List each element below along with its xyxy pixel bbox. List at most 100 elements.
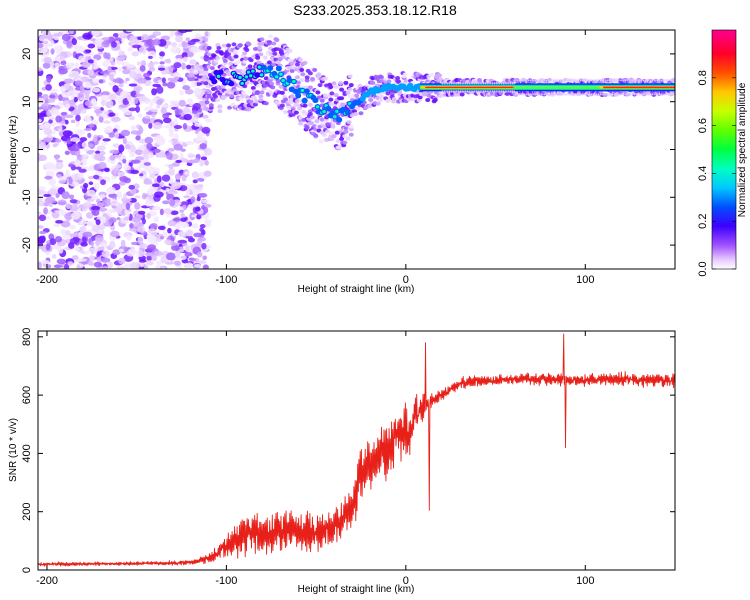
- band-fringe: [587, 79, 589, 82]
- signal-halo: [227, 105, 233, 110]
- signal-halo: [289, 69, 295, 74]
- noise-blob: [47, 115, 56, 121]
- noise-blob: [125, 30, 136, 33]
- noise-blob: [64, 238, 72, 244]
- band-fringe: [615, 79, 618, 82]
- noise-blob: [187, 237, 196, 243]
- noise-blob: [92, 65, 99, 70]
- band-fringe: [613, 93, 616, 96]
- band-fringe: [443, 90, 445, 93]
- spectrogram-x-tick-label: 0: [403, 274, 409, 286]
- signal-peak: [238, 75, 242, 80]
- noise-blob: [103, 120, 111, 124]
- signal-halo: [347, 87, 353, 92]
- noise-blob: [117, 67, 123, 72]
- noise-blob: [195, 137, 201, 144]
- colorbar-tick-label: 0.2: [697, 214, 709, 229]
- signal-halo: [241, 90, 247, 95]
- signal-halo: [296, 80, 302, 85]
- noise-blob: [95, 239, 101, 246]
- band-fringe: [465, 82, 467, 85]
- band-fringe: [558, 93, 560, 96]
- noise-blob: [120, 129, 131, 137]
- noise-blob: [196, 240, 202, 248]
- snr-x-tick-label: -100: [215, 575, 237, 587]
- signal-halo: [307, 71, 313, 76]
- band-fringe: [655, 79, 657, 82]
- band-fringe: [450, 82, 453, 85]
- band-fringe: [551, 79, 553, 82]
- noise-blob: [122, 137, 127, 145]
- noise-blob: [77, 172, 84, 179]
- signal-halo: [272, 51, 278, 56]
- signal-halo: [229, 94, 235, 99]
- band-fringe: [576, 79, 578, 82]
- spectrogram-x-tick-label: -200: [36, 274, 58, 286]
- signal-halo: [297, 106, 303, 111]
- noise-blob: [70, 119, 76, 123]
- band-fringe: [592, 93, 594, 96]
- noise-blob: [62, 130, 73, 137]
- band-fringe: [574, 79, 576, 82]
- spectrogram-x-label: Height of straight line (km): [298, 284, 415, 295]
- noise-blob: [186, 262, 193, 269]
- band-fringe: [673, 93, 675, 96]
- noise-blob: [68, 194, 75, 200]
- noise-blob: [66, 40, 73, 48]
- snr-y-ticks: 0 200 400 600 800: [21, 328, 675, 573]
- signal-halo: [313, 133, 319, 138]
- signal-halo: [228, 61, 234, 66]
- noise-blob: [95, 170, 103, 176]
- noise-blob: [91, 30, 101, 37]
- signal-halo: [310, 76, 316, 81]
- noise-blob: [144, 136, 154, 144]
- noise-blob: [196, 251, 203, 258]
- noise-blob: [175, 222, 181, 229]
- noise-blob: [179, 89, 184, 96]
- band-core: [425, 86, 514, 89]
- signal-halo: [258, 94, 264, 99]
- noise-blob: [175, 35, 183, 43]
- noise-blob: [183, 195, 191, 199]
- band-fringe: [658, 93, 661, 96]
- noise-blob: [187, 72, 195, 78]
- band-fringe: [565, 93, 567, 96]
- noise-blob: [165, 252, 176, 261]
- signal-peak: [279, 72, 283, 76]
- noise-blob: [177, 239, 188, 244]
- noise-blob: [132, 39, 142, 44]
- band-fringe: [671, 93, 673, 96]
- band-fringe: [631, 93, 634, 96]
- signal-halo: [319, 117, 325, 122]
- band-fringe: [576, 93, 578, 96]
- noise-blob: [51, 211, 60, 219]
- band-fringe: [569, 79, 571, 82]
- noise-blob: [162, 200, 170, 205]
- noise-blob: [193, 69, 199, 75]
- band-fringe: [475, 82, 478, 85]
- signal-halo: [279, 90, 285, 95]
- noise-blob: [117, 171, 125, 177]
- noise-blob: [135, 156, 144, 161]
- band-fringe: [484, 90, 487, 93]
- band-fringe: [533, 93, 535, 96]
- band-fringe: [594, 93, 596, 96]
- noise-blob: [92, 78, 100, 84]
- band-fringe: [660, 79, 662, 82]
- signal-halo: [204, 100, 210, 105]
- noise-blob: [170, 79, 178, 83]
- noise-blob: [86, 198, 95, 203]
- band-fringe: [613, 79, 616, 82]
- band-fringe: [667, 93, 670, 96]
- noise-blob: [46, 75, 52, 83]
- band-fringe: [461, 82, 463, 85]
- noise-blob: [68, 73, 78, 78]
- noise-blob: [127, 47, 133, 52]
- band-fringe: [612, 93, 614, 96]
- noise-blob: [150, 108, 159, 113]
- snr-x-tick-label: -200: [36, 575, 58, 587]
- band-fringe: [509, 90, 512, 93]
- noise-blob: [169, 198, 176, 207]
- band-fringe: [456, 90, 458, 93]
- noise-blob: [71, 255, 79, 260]
